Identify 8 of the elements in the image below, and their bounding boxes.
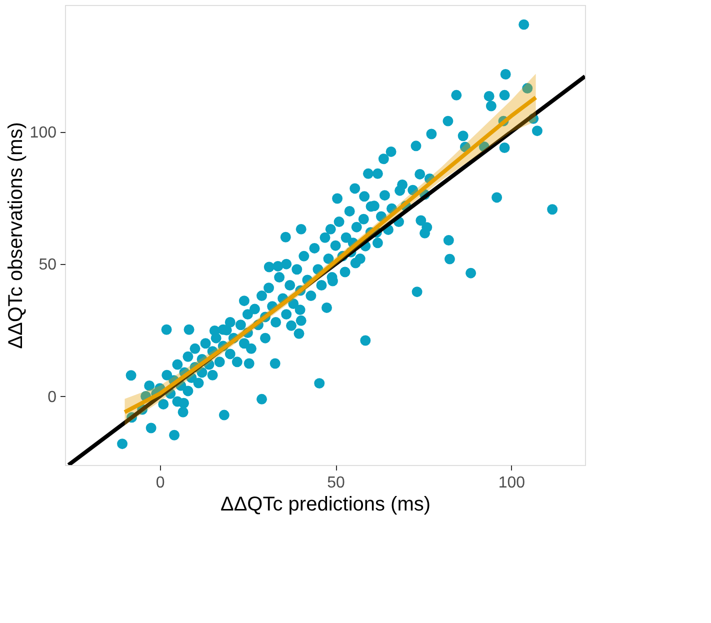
x-tick-label: 100: [498, 474, 526, 492]
y-tick-label: 0: [48, 388, 57, 406]
x-tick-label: 0: [156, 474, 165, 492]
y-axis-title: ΔΔQTc observations (ms): [4, 122, 27, 349]
x-axis-title: ΔΔQTc predictions (ms): [220, 494, 431, 516]
x-tick-label: 50: [327, 474, 346, 492]
y-tick-label: 50: [38, 256, 57, 274]
y-tick-label: 100: [30, 124, 57, 142]
